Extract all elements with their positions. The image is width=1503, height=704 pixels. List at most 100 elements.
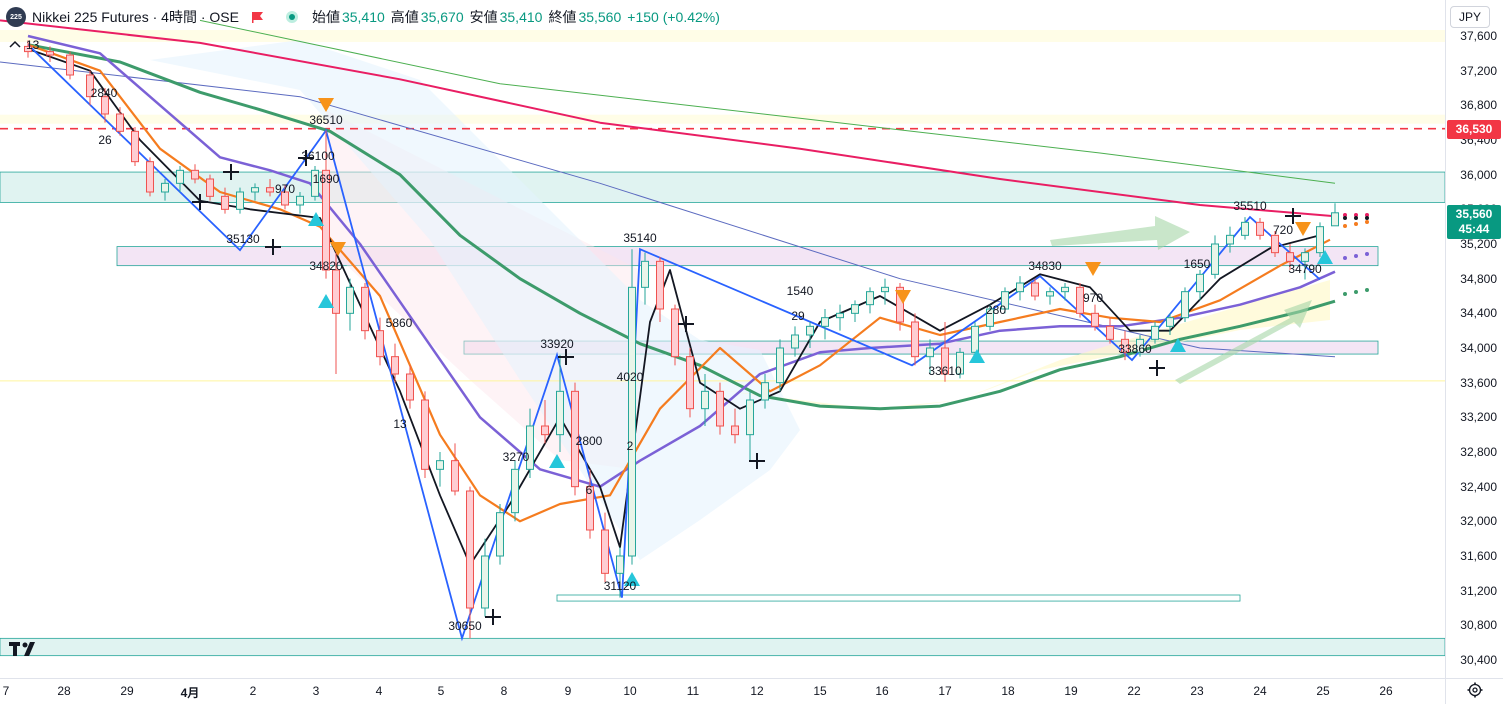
candle [791,326,799,357]
price-annotation: 35510 [1233,199,1267,213]
change-value: +150 (+0.42%) [627,9,720,25]
price-tick: 35,200 [1460,237,1497,251]
buy-signal-triangle [969,349,985,363]
last-price-value: 35,560 [1455,206,1493,221]
price-tick: 31,600 [1460,549,1497,563]
candle-body [806,325,814,336]
candle-body [361,286,369,332]
candle-body [746,399,754,436]
projection-dot [1354,216,1358,220]
candle [586,469,594,539]
price-annotation: 35140 [623,231,657,245]
time-tick: 5 [437,684,445,698]
candle-body [221,195,229,210]
candle [571,382,579,496]
candle-body [571,390,579,488]
time-tick: 22 [1127,684,1141,698]
projection-dot [1365,220,1369,224]
candle-body [671,308,679,358]
candle-body [956,351,964,375]
price-chart[interactable]: 2840263651036100169097035130348205860133… [0,0,1445,678]
chevron-up-icon[interactable] [8,38,22,50]
candle-body [1181,291,1189,319]
candle [46,46,54,62]
candle [296,192,304,214]
candle [66,51,74,80]
candle-body [436,460,444,470]
currency-button[interactable]: JPY [1450,6,1490,28]
candle-body [1256,221,1264,236]
time-tick: 15 [813,684,827,698]
candle-body [656,260,664,310]
price-annotation: 2 [627,439,634,453]
candle-body [1046,291,1054,297]
candle [1226,226,1234,253]
buy-signal-triangle [624,572,640,586]
settings-gear-icon[interactable] [1467,682,1483,698]
candle-body [1316,226,1324,254]
trend-arrow-lower [1175,300,1312,384]
time-tick: 25 [1316,684,1330,698]
candle [1151,322,1159,344]
candle [1016,276,1024,301]
candle-body [541,425,549,436]
symbol-title[interactable]: Nikkei 225 Futures · 4時間 · OSE [32,9,239,25]
legend-bar: 225 Nikkei 225 Futures · 4時間 · OSE 始値 35… [6,6,720,28]
tradingview-logo[interactable] [8,638,44,660]
symbol-logo[interactable]: 225 [6,7,26,27]
chart-pane[interactable]: 2840 26 36510 36100 1690 970 35130 34820 5860 13 3… [0,0,1445,678]
price-tick: 37,600 [1460,29,1497,43]
candle [116,107,124,136]
candle-body [761,382,769,401]
price-annotation: 33610 [928,364,962,378]
cross-marker [298,150,314,166]
indicator-count[interactable]: 13 [26,38,40,52]
candle [24,40,32,58]
price-axis[interactable]: 37,60037,20036,80036,40036,00035,60035,2… [1445,0,1503,678]
candle [616,547,624,598]
flag-icon[interactable] [251,11,264,23]
candle [236,187,244,214]
candle-body [926,347,934,358]
candle-body [1106,325,1114,340]
candle [311,166,319,201]
candle [806,322,814,348]
ma-purple-line [27,34,1336,488]
price-annotation: 4020 [617,370,644,384]
candle-body [24,45,32,53]
candle-body [101,96,109,115]
candle-body [146,161,154,193]
time-tick: 7 [2,684,10,698]
time-axis[interactable]: 7 28 29 4月 2 3 4 5 8 9 10 11 12 15 16 17 18 19 22 23 24 25 26 [0,678,1445,704]
price-annotation: 29 [791,309,805,323]
candle-body [1226,234,1234,245]
candle-body [986,308,994,327]
candle [221,187,229,214]
price-annotation: 33860 [1118,342,1152,356]
candle-body [526,425,534,470]
candle-body [66,54,74,76]
time-tick: 18 [1001,684,1015,698]
ma-thin-green-line [199,19,1336,184]
candle-body [311,169,319,197]
candle [251,183,259,201]
candle [1271,231,1279,257]
trend-arrow-upper [1050,216,1190,250]
time-tick: 24 [1253,684,1267,698]
candle-body [941,347,949,375]
candle-body [851,304,859,314]
time-tick: 2 [249,684,257,698]
candle [986,304,994,331]
candle [941,322,949,382]
candle [746,391,754,461]
price-annotation: 1650 [1184,257,1211,271]
candle [332,252,340,374]
zone-box [116,246,1379,267]
candle [911,313,919,366]
candle [346,278,354,331]
candle [1121,330,1129,361]
candle-body [896,286,904,323]
price-tick: 34,800 [1460,271,1497,286]
candle-body [1301,252,1309,262]
candle [926,339,934,374]
